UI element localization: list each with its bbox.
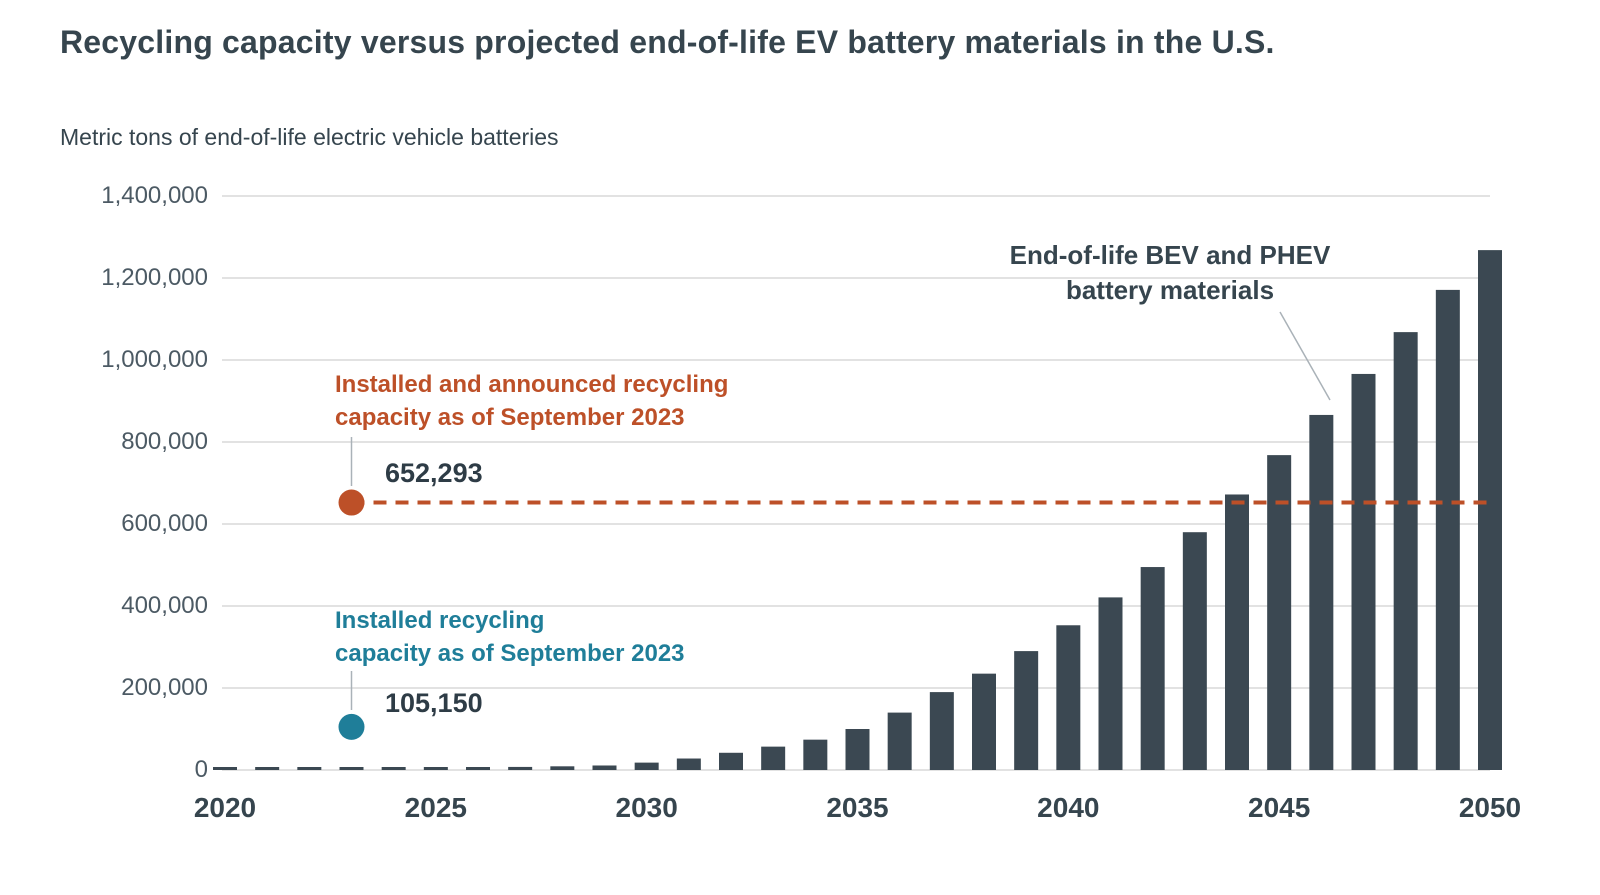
x-tick-label-2035: 2035 — [826, 792, 889, 823]
x-tick-label-2025: 2025 — [404, 792, 467, 823]
y-tick-label-400,000: 400,000 — [121, 592, 208, 619]
x-tick-label-2040: 2040 — [1037, 792, 1100, 823]
bar-2025 — [423, 767, 448, 770]
series-label: End-of-life BEV and PHEV battery materia… — [960, 238, 1380, 308]
x-tick-label-2050: 2050 — [1458, 792, 1522, 823]
y-tick-label-0: 0 — [194, 756, 208, 783]
announced-capacity-value: 652,293 — [385, 458, 483, 488]
installed-capacity-value: 105,150 — [385, 688, 483, 718]
bar-2032 — [719, 752, 743, 770]
bar-2041 — [1098, 597, 1123, 770]
announced-capacity-marker — [338, 489, 365, 516]
bar-2050 — [1478, 250, 1502, 770]
x-tick-label-2020: 2020 — [193, 792, 257, 823]
bar-2037 — [929, 692, 954, 770]
bar-2028 — [550, 766, 575, 770]
announced-capacity-label: Installed and announced recycling capaci… — [335, 368, 728, 434]
bar-2024 — [381, 767, 406, 770]
announced-capacity-label-line1: Installed and announced recycling — [335, 371, 729, 398]
bar-2027 — [508, 766, 533, 770]
bar-2046 — [1309, 414, 1334, 770]
y-tick-label-1,000,000: 1,000,000 — [101, 346, 208, 373]
installed-capacity-marker — [338, 713, 365, 740]
bar-2048 — [1393, 332, 1418, 770]
bar-2040 — [1056, 625, 1081, 770]
announced-capacity-label-line2: capacity as of September 2023 — [335, 404, 685, 431]
bar-2035 — [845, 729, 870, 770]
bar-2022 — [297, 767, 322, 770]
installed-capacity-label-line1: Installed recycling — [335, 607, 545, 634]
bar-2045 — [1267, 455, 1292, 770]
x-tick-label-2030: 2030 — [615, 792, 678, 823]
y-tick-label-200,000: 200,000 — [121, 674, 208, 701]
bar-2023 — [339, 767, 364, 770]
series-label-line1: End-of-life BEV and PHEV — [1009, 240, 1331, 270]
installed-capacity-label: Installed recycling capacity as of Septe… — [335, 604, 685, 670]
y-tick-label-600,000: 600,000 — [121, 510, 208, 537]
bar-2043 — [1182, 532, 1207, 770]
y-tick-label-1,400,000: 1,400,000 — [101, 182, 208, 209]
y-tick-label-1,200,000: 1,200,000 — [101, 264, 208, 291]
y-axis-title: Metric tons of end-of-life electric vehi… — [60, 124, 559, 150]
bar-2021 — [255, 767, 280, 770]
bar-2039 — [1014, 651, 1039, 770]
bar-2042 — [1140, 567, 1165, 770]
bar-2047 — [1351, 373, 1376, 770]
bar-2031 — [676, 758, 701, 770]
chart-title: Recycling capacity versus projected end-… — [60, 24, 1275, 60]
bar-2034 — [803, 739, 828, 770]
x-tick-label-2045: 2045 — [1248, 792, 1311, 823]
bar-2030 — [634, 762, 659, 770]
installed-capacity-label-line2: capacity as of September 2023 — [335, 640, 685, 667]
bar-2038 — [972, 673, 996, 770]
bar-2049 — [1435, 289, 1460, 770]
bar-2026 — [466, 767, 490, 770]
bar-2044 — [1225, 494, 1249, 770]
series-label-pointer-line — [1279, 311, 1331, 401]
bar-2036 — [887, 712, 912, 770]
bar-2029 — [592, 765, 617, 770]
series-label-line2: battery materials — [1065, 275, 1275, 305]
bar-2020 — [213, 767, 237, 770]
y-tick-label-800,000: 800,000 — [121, 428, 208, 455]
bar-2033 — [761, 746, 786, 770]
